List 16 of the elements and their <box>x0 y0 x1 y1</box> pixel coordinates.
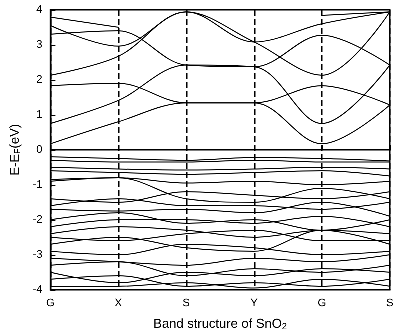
y-tick-label: -1 <box>32 179 43 191</box>
x-tick-label: X <box>114 298 123 310</box>
y-tick-label: -2 <box>32 214 43 226</box>
y-tick-label: -3 <box>32 249 43 261</box>
y-tick-label: 0 <box>36 144 43 156</box>
y-tick-label: -4 <box>32 284 43 296</box>
y-axis-title: E-EF(eV) <box>7 124 22 176</box>
y-tick-label: 4 <box>36 4 43 16</box>
x-tick-label: S <box>386 298 394 310</box>
x-tick-label: G <box>318 298 326 310</box>
y-tick-label: 2 <box>36 74 43 86</box>
x-tick-label: Y <box>250 298 259 310</box>
x-tick-label: G <box>46 298 55 310</box>
x-tick-label: S <box>182 298 190 310</box>
y-tick-label: 1 <box>36 109 43 121</box>
y-tick-label: 3 <box>36 39 43 51</box>
